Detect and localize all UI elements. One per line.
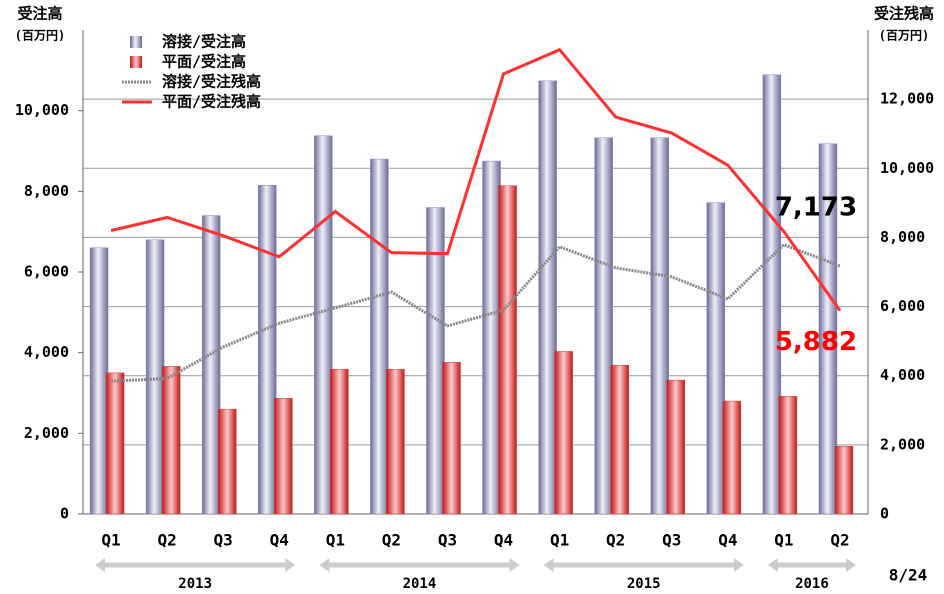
data-label: 5,882 [775,327,857,357]
bar [105,372,125,515]
bar [594,137,613,515]
bar [818,143,838,515]
bar [762,74,782,515]
y2-tick-label: 2,000 [880,435,925,453]
y-tick-label: 4,000 [24,343,69,361]
bar [386,368,405,515]
bar [426,207,445,515]
legend-label: 溶接/受注高 [162,33,246,51]
y-tick-label: 6,000 [24,263,69,281]
date-note: 8/24 [889,566,928,585]
bar [666,379,685,515]
y-tick-label: 8,000 [24,182,69,200]
data-label: 7,173 [775,193,857,223]
y2-tick-label: 8,000 [880,228,925,246]
y2-tick-label: 0 [880,505,889,523]
bar [145,239,165,515]
year-label: 2014 [403,576,437,592]
x-tick-label: Q3 [214,531,233,550]
y2-tick-label: 12,000 [880,90,934,108]
y2-title: 受注残高 [874,5,934,23]
x-tick-label: Q1 [550,531,569,550]
bar [610,364,629,515]
y-tick-label: 2,000 [24,424,69,442]
y2-unit: (百万円) [879,29,929,43]
legend-swatch [130,36,142,48]
x-tick-label: Q2 [382,531,401,550]
bar [722,400,742,515]
y2-tick-label: 6,000 [880,297,925,315]
year-arrow-head [767,558,856,572]
bar [834,445,854,515]
line [110,242,841,383]
bar [201,215,221,515]
y2-tick-label: 4,000 [880,366,925,384]
legend-label: 平面/受注残高 [162,93,261,111]
x-tick-label: Q4 [494,531,513,550]
x-tick-label: Q2 [157,531,176,550]
bar [498,185,517,515]
legend-swatch [130,56,142,68]
x-tick-label: Q2 [830,531,849,550]
x-tick-label: Q3 [662,531,681,550]
bar [274,397,293,515]
y-unit: (百万円) [15,29,65,43]
bar [314,135,333,515]
y2-tick-label: 10,000 [880,159,934,177]
y-tick-label: 0 [60,505,69,523]
year-label: 2013 [178,576,212,592]
x-tick-label: Q1 [774,531,793,550]
bar [554,351,573,515]
bar [442,362,461,515]
legend-label: 溶接/受注残高 [162,73,261,91]
bar [370,158,389,515]
bar [706,202,726,515]
legend-label: 平面/受注高 [162,53,246,71]
y-title: 受注高 [17,5,62,23]
bar [161,366,181,515]
bar [778,395,798,515]
y-tick-label: 10,000 [15,101,69,119]
year-label: 2016 [795,576,829,592]
year-label: 2015 [627,576,661,592]
bar [258,185,277,515]
bar [89,247,109,515]
x-tick-label: Q1 [101,531,120,550]
bar [482,160,501,515]
x-tick-label: Q1 [326,531,345,550]
x-tick-label: Q4 [718,531,737,550]
bar [538,80,557,515]
x-tick-label: Q2 [606,531,625,550]
x-tick-label: Q3 [438,531,457,550]
bar [217,408,237,515]
x-tick-label: Q4 [270,531,289,550]
line [110,47,842,312]
bar [650,137,669,515]
bar [330,368,349,515]
